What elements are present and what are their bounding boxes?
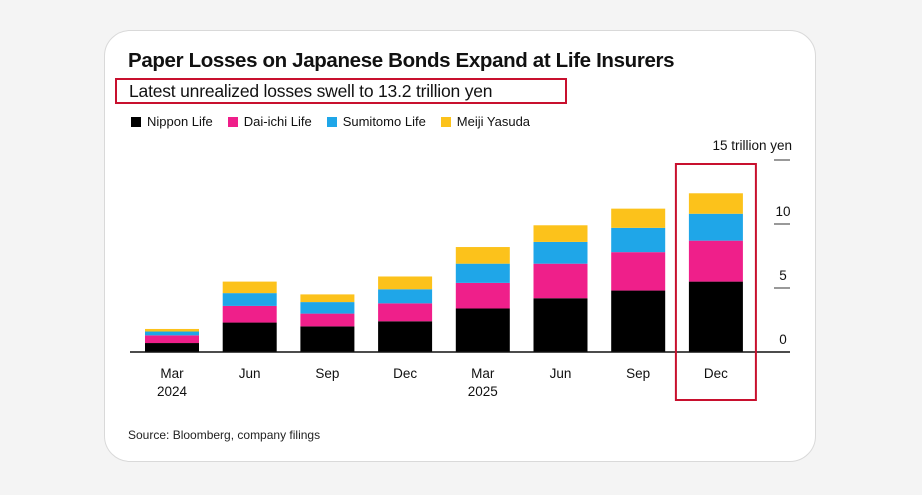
x-tick-label: Jun [550,366,572,381]
legend-swatch [227,116,238,127]
legend-swatch [326,116,337,127]
bar-segment [611,290,666,352]
bar-segment [378,289,433,304]
bar-segment [688,213,743,241]
highlight-box [674,163,757,401]
bar-segment [611,227,666,253]
legend: Nippon Life Dai-ichi Life Sumitomo Life … [131,114,545,129]
source-note: Source: Bloomberg, company filings [128,428,321,442]
legend-label: Dai-ichi Life [243,114,312,129]
bar-segment [378,276,433,290]
x-tick-label: Sep [315,366,339,381]
bar-segment [378,303,433,322]
bar-segment [145,331,199,336]
bar-segment [455,308,510,352]
bar-segment [300,326,355,352]
bar-segment [533,263,588,299]
bar-segment [611,208,666,228]
chart-subtitle: Latest unrealized losses swell to 13.2 t… [115,78,567,104]
legend-label: Sumitomo Life [342,114,426,129]
legend-item-dai-ichi-life: Dai-ichi Life [227,114,312,129]
x-tick-label: Dec [704,366,728,381]
legend-swatch [131,116,141,127]
bar-segment [222,293,277,306]
bar-segment [378,321,433,352]
x-tick-label: Mar [471,366,495,381]
y-tick-label: 10 [775,204,790,219]
bar-segment [300,313,355,327]
x-tick-label: Dec [393,366,417,381]
bar-segment [688,193,743,214]
x-tick-label: 2025 [468,384,498,399]
bar-segment [688,281,743,352]
legend-label: Meiji Yasuda [456,114,531,129]
bar-segment [300,294,355,303]
bar-segment [455,247,510,264]
bar-segment [300,302,355,314]
y-tick-label: 5 [779,268,787,283]
legend-item-nippon-life: Nippon Life [131,114,213,129]
y-tick-label: 0 [779,332,787,347]
bar-segment [222,322,277,352]
bar-segment [145,335,199,344]
legend-label: Nippon Life [147,114,213,129]
bar-segment [222,281,277,294]
chart-title: Paper Losses on Japanese Bonds Expand at… [128,49,675,72]
bar-segment [533,225,588,242]
bar-segment [611,252,666,291]
bar-segment [688,240,743,282]
x-tick-label: 2024 [157,384,188,399]
legend-item-meiji-yasuda: Meiji Yasuda [440,114,531,129]
bar-segment [145,343,199,352]
bar-segment [533,298,588,352]
bar-segment [455,263,510,283]
x-tick-label: Sep [626,366,650,381]
bar-segment [145,328,199,332]
x-tick-label: Jun [239,366,261,381]
x-tick-label: Mar [160,366,184,381]
legend-swatch [440,116,451,127]
bar-segment [455,282,510,309]
bar-segment [222,305,277,323]
bar-segment [533,241,588,264]
y-axis-unit-label: 15 trillion yen [712,138,792,153]
legend-item-sumitomo-life: Sumitomo Life [326,114,426,129]
